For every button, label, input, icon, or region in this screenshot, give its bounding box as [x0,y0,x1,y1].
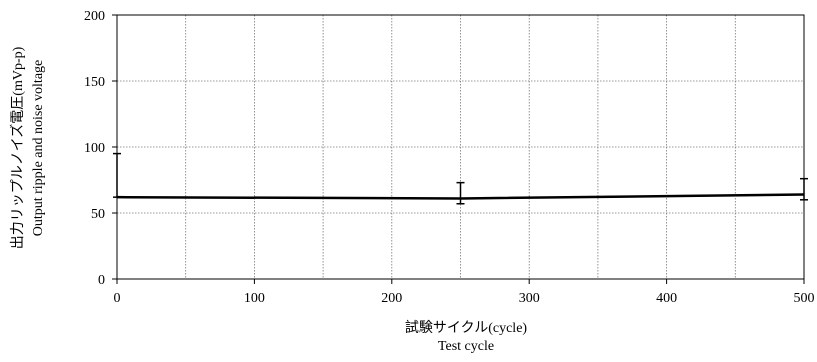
x-axis-title-ja: 試験サイクル(cycle) [405,320,527,336]
x-tick-label-500: 500 [794,291,815,306]
x-axis-title-en: Test cycle [438,339,494,354]
x-tick-label-200: 200 [381,291,402,306]
y-tick-label-100: 100 [84,141,105,156]
y-tick-label-150: 150 [84,75,105,90]
grid-lines [117,15,804,279]
x-tick-label-300: 300 [519,291,540,306]
y-tick-label-0: 0 [98,273,105,288]
y-tick-label-50: 50 [91,207,105,222]
y-axis-ticks: 0 50 100 150 200 [84,9,117,288]
x-tick-label-100: 100 [244,291,265,306]
x-axis-ticks: 0 100 200 300 400 500 [114,279,815,306]
y-axis-title-en: Output ripple and noise voltage [31,60,46,237]
y-tick-label-200: 200 [84,9,105,24]
y-axis-title-ja: 出力リップルノイズ電圧(mVp-p) [10,46,26,249]
series-layer [113,152,808,205]
x-tick-label-0: 0 [114,291,121,306]
x-tick-label-400: 400 [656,291,677,306]
